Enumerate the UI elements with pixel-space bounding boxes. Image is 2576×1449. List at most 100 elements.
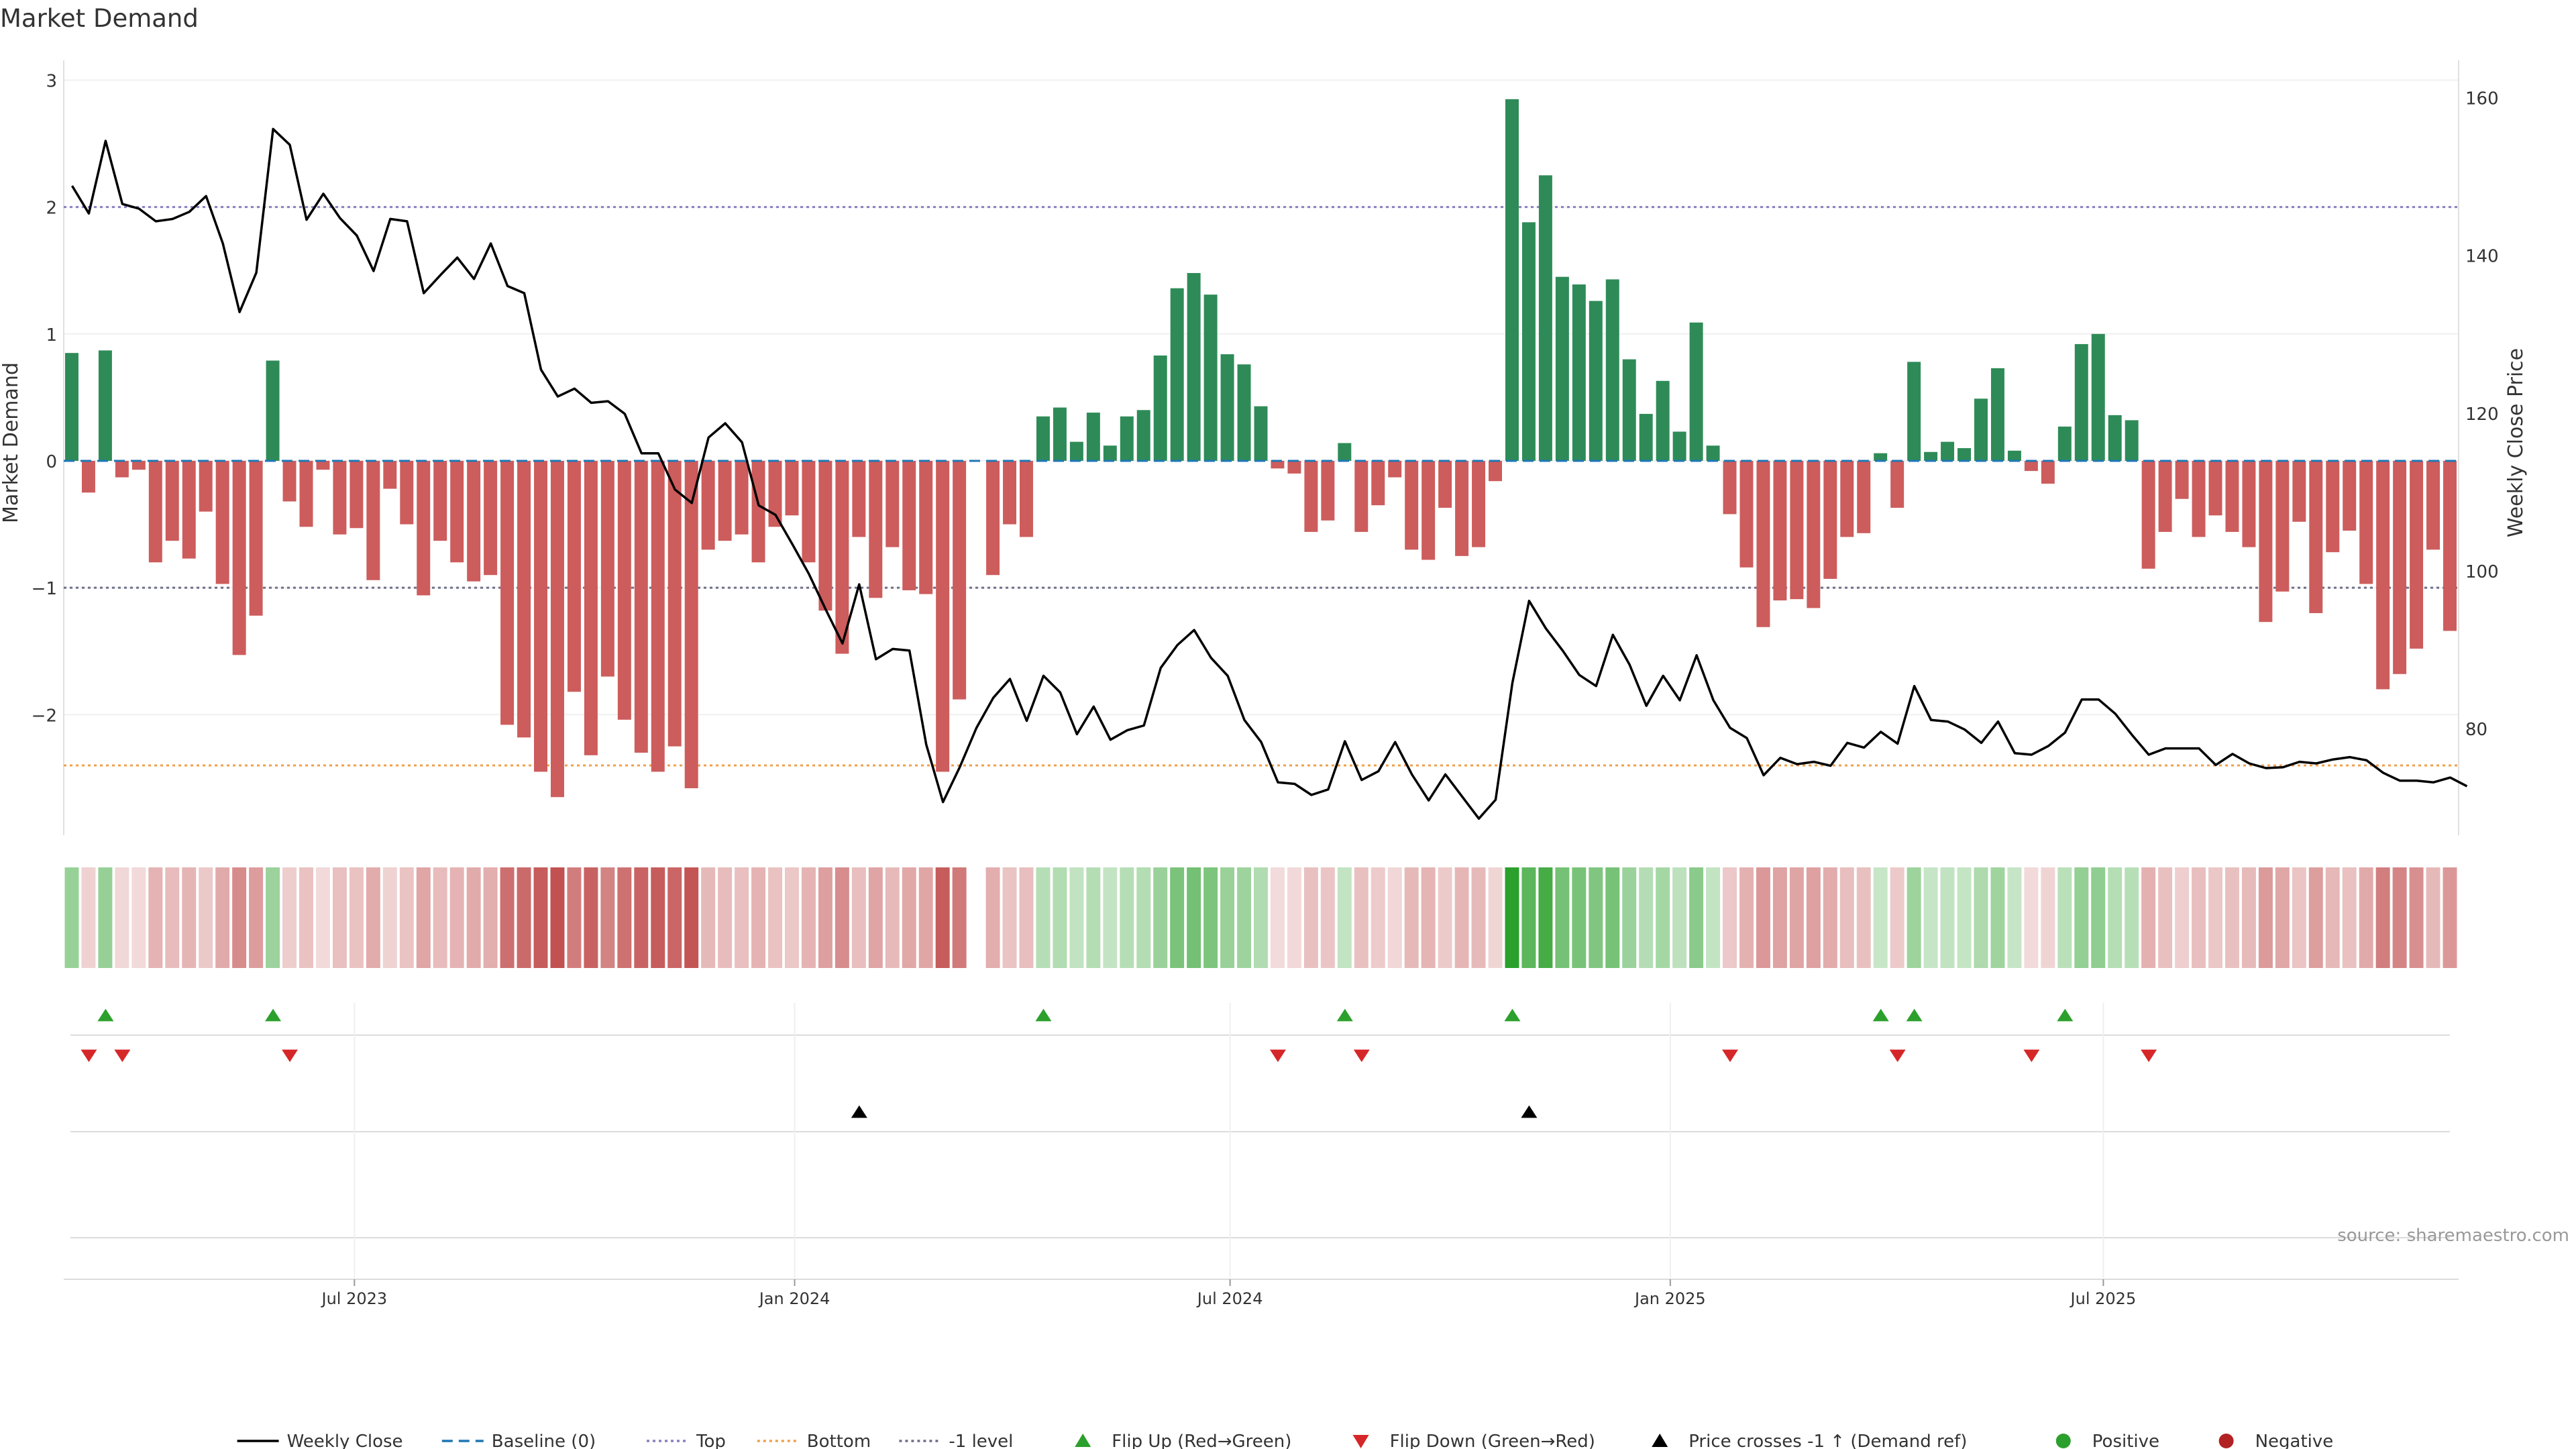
heat-cell: [533, 867, 548, 968]
heat-cell: [885, 867, 900, 968]
heat-cell: [2125, 867, 2139, 968]
x-tick-label: Jul 2023: [320, 1289, 387, 1308]
heat-cell: [1136, 867, 1151, 968]
heat-cell: [634, 867, 649, 968]
heat-cell: [1723, 867, 1737, 968]
demand-bar: [2057, 426, 2072, 461]
demand-bar: [534, 460, 547, 772]
demand-bar: [818, 460, 833, 611]
heat-cell: [1337, 867, 1352, 968]
heat-cell: [1254, 867, 1268, 968]
heat-cell: [550, 867, 565, 968]
heat-cell: [1053, 867, 1067, 968]
heat-cell: [249, 867, 264, 968]
demand-bar: [2376, 460, 2390, 690]
demand-bar: [1036, 416, 1050, 461]
heat-cell: [1990, 867, 2005, 968]
source-note: source: sharemaestro.com: [2337, 1226, 2569, 1246]
demand-bar: [1555, 276, 1569, 461]
demand-bar: [869, 460, 883, 598]
heat-cell: [2057, 867, 2072, 968]
demand-bar: [517, 460, 531, 738]
heat-cell: [2258, 867, 2273, 968]
x-tick-label: Jan 2025: [1633, 1289, 1706, 1308]
heat-cell: [1555, 867, 1570, 968]
legend-label: Weekly Close: [287, 1432, 403, 1449]
demand-bar: [1405, 460, 1419, 550]
demand-bar: [1907, 362, 1921, 461]
heat-cell: [131, 867, 146, 968]
heat-cell: [1002, 867, 1017, 968]
demand-bar: [1170, 288, 1184, 461]
legend-swatch: [2218, 1434, 2234, 1448]
demand-bar: [1756, 460, 1770, 627]
demand-bar: [1924, 451, 1938, 461]
demand-bar: [2410, 460, 2424, 649]
demand-bar: [735, 460, 749, 535]
heat-cell: [349, 867, 364, 968]
demand-bar: [802, 460, 816, 563]
flip-up-marker: [1906, 1008, 1923, 1022]
demand-bar: [1003, 460, 1017, 525]
heat-cell: [902, 867, 916, 968]
demand-bar: [350, 460, 364, 529]
flip-down-marker: [2023, 1049, 2040, 1063]
left-tick-label: 3: [46, 71, 57, 91]
demand-bar: [2426, 460, 2440, 550]
demand-bar: [215, 460, 229, 584]
left-tick-label: 0: [46, 452, 57, 472]
demand-bar: [2158, 460, 2172, 532]
heat-cell: [985, 867, 1000, 968]
heat-cell: [1153, 867, 1168, 968]
heat-cell: [81, 867, 96, 968]
demand-bar: [81, 460, 95, 493]
heat-cell: [784, 867, 799, 968]
heat-cell: [1689, 867, 1704, 968]
left-axis-ticks: 3 2 1 0 −1 −2: [32, 71, 57, 726]
demand-bar: [2208, 460, 2222, 516]
heat-cell: [517, 867, 531, 968]
demand-bar: [667, 460, 682, 747]
demand-bar: [400, 460, 414, 525]
demand-bar: [467, 460, 481, 582]
heat-cell: [1036, 867, 1051, 968]
heat-cell: [1789, 867, 1804, 968]
heat-cell: [2359, 867, 2373, 968]
demand-bar: [1790, 460, 1804, 600]
heat-cell: [1421, 867, 1436, 968]
event-grid: [64, 1003, 2459, 1280]
heat-cell: [115, 867, 129, 968]
heat-cell: [366, 867, 380, 968]
demand-bar: [1237, 364, 1251, 461]
legend-label: Price crosses -1 ↑ (Demand ref): [1688, 1432, 1967, 1449]
heat-cell: [1019, 867, 1034, 968]
heat-cell: [2074, 867, 2089, 968]
flip-down-marker: [2141, 1049, 2157, 1063]
left-tick-label: 1: [46, 325, 57, 345]
heat-cell: [718, 867, 733, 968]
demand-bar: [1203, 294, 1218, 461]
heat-cell: [2091, 867, 2106, 968]
demand-bar: [1974, 398, 1988, 461]
flip-down-marker: [114, 1049, 131, 1063]
heat-cell: [2342, 867, 2357, 968]
demand-bar: [148, 460, 162, 563]
demand-bar: [131, 460, 146, 470]
demand-bar: [701, 460, 715, 550]
legend-item: Flip Up (Red→Green): [1075, 1432, 1291, 1449]
demand-bar: [1103, 445, 1117, 461]
heat-cell: [1287, 867, 1301, 968]
demand-bar: [1857, 460, 1871, 533]
heat-cell: [818, 867, 833, 968]
flip-up-marker: [265, 1008, 282, 1022]
legend-item: Weekly Close: [237, 1432, 403, 1449]
demand-bar: [450, 460, 464, 563]
demand-bar: [1941, 441, 1955, 461]
flip-up-marker: [1504, 1008, 1521, 1022]
heat-cell: [315, 867, 330, 968]
legend-item: Baseline (0): [441, 1432, 596, 1449]
heat-cell: [2292, 867, 2306, 968]
demand-bar: [835, 460, 849, 654]
demand-bar: [1438, 460, 1452, 508]
legend-label: -1 level: [949, 1432, 1013, 1449]
